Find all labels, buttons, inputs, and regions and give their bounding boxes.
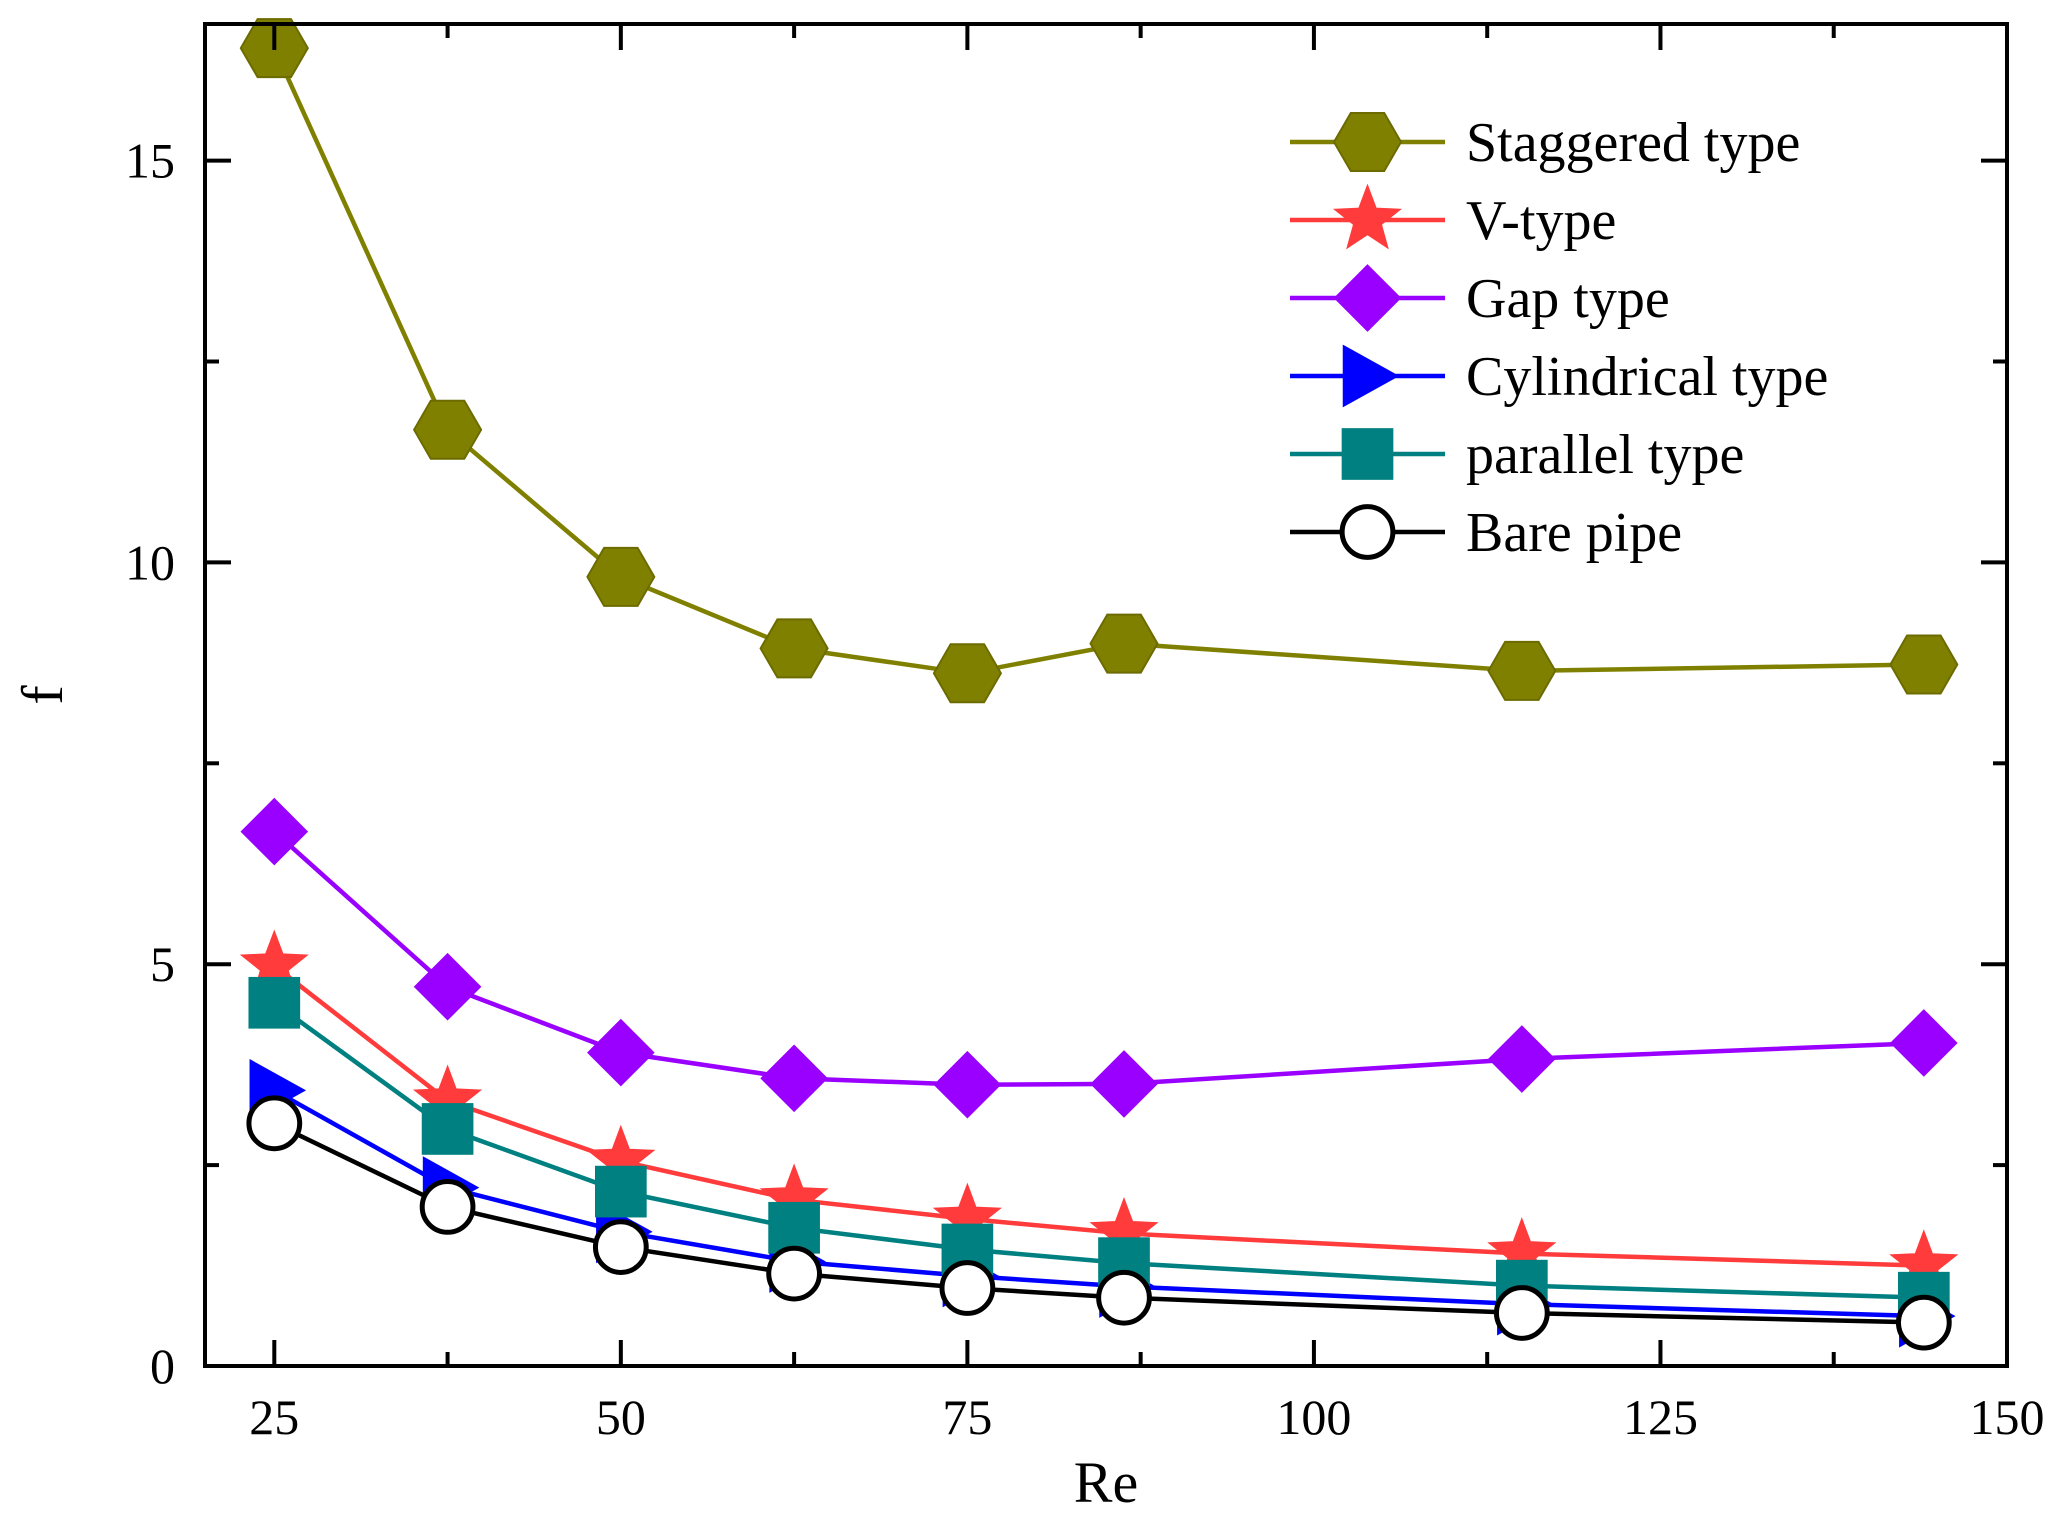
data-point-staggered-type (1089, 613, 1159, 674)
data-point-gap-type (933, 1050, 1002, 1119)
x-tick-label: 150 (1970, 1389, 2045, 1445)
legend-item-cylindrical-type: Cylindrical type (1290, 344, 1828, 408)
data-point-parallel-type (768, 1201, 820, 1254)
data-point-bare-pipe (419, 1179, 476, 1235)
data-point-staggered-type (932, 643, 1003, 704)
data-point-staggered-type (759, 618, 829, 679)
legend-item-bare-pipe: Bare pipe (1290, 502, 1682, 564)
x-tick-label: 75 (942, 1389, 992, 1445)
data-point-gap-type (240, 797, 309, 866)
legend-label: Gap type (1466, 268, 1670, 330)
data-point-gap-type (413, 952, 482, 1021)
series-parallel-type (248, 976, 1950, 1324)
data-point-bare-pipe (1895, 1294, 1952, 1351)
legend-label: V-type (1466, 190, 1616, 252)
legend-label: Cylindrical type (1466, 346, 1828, 408)
series-line-staggered-type (272, 47, 1924, 676)
data-point-parallel-type (248, 976, 301, 1029)
data-point-gap-type (1890, 1009, 1958, 1077)
legend-marker (1332, 183, 1403, 250)
legend: Staggered type V-type Gap type Cylindrical … (1290, 112, 1828, 564)
data-point-gap-type (587, 1018, 655, 1087)
series-v-type (239, 929, 1959, 1295)
y-tick-label: 5 (150, 936, 175, 992)
series-gap-type (240, 797, 1958, 1119)
y-tick-label: 0 (150, 1338, 175, 1394)
axes: 25 50 75 100 125 150 0 5 10 15 Re f (10, 22, 2045, 1513)
data-point-gap-type (1090, 1050, 1158, 1118)
legend-marker (1342, 344, 1400, 408)
y-axis-title: f (10, 685, 75, 705)
data-point-bare-pipe (246, 1095, 303, 1152)
data-point-bare-pipe (939, 1260, 996, 1316)
series-line-cylindrical-type (273, 1088, 1924, 1319)
data-point-bare-pipe (1096, 1269, 1152, 1326)
data-point-staggered-type (1487, 640, 1557, 701)
data-point-gap-type (760, 1044, 828, 1113)
series-bare-pipe (246, 1095, 1952, 1351)
legend-marker (1339, 504, 1396, 560)
data-point-bare-pipe (592, 1219, 649, 1275)
x-axis-title: Re (1074, 1450, 1138, 1513)
legend-marker (1341, 428, 1394, 480)
series-line-gap-type (272, 829, 1924, 1087)
x-tick-label: 25 (249, 1389, 299, 1445)
data-point-parallel-type (421, 1103, 474, 1155)
y-tick-label: 10 (125, 534, 175, 590)
legend-item-v-type: V-type (1290, 183, 1616, 252)
series-line-parallel-type (272, 1000, 1924, 1300)
data-point-bare-pipe (766, 1245, 822, 1302)
series-line-bare-pipe (273, 1121, 1924, 1325)
legend-marker (1333, 264, 1402, 332)
series-staggered-type (239, 18, 1959, 704)
x-tick-label: 50 (596, 1389, 646, 1445)
x-tick-label: 100 (1276, 1389, 1351, 1445)
data-point-staggered-type (412, 399, 483, 460)
legend-item-staggered-type: Staggered type (1290, 112, 1800, 174)
legend-item-gap-type: Gap type (1290, 264, 1670, 332)
plot-frame (203, 22, 2009, 1368)
plot-area (239, 18, 1959, 1351)
legend-item-parallel-type: parallel type (1290, 424, 1744, 486)
x-tick-label: 125 (1623, 1389, 1698, 1445)
legend-label: parallel type (1466, 424, 1744, 486)
legend-label: Staggered type (1466, 112, 1800, 174)
data-point-staggered-type (586, 546, 656, 607)
data-point-staggered-type (1889, 634, 1959, 695)
data-point-gap-type (1488, 1025, 1556, 1093)
series-line-v-type (272, 964, 1924, 1268)
data-point-bare-pipe (1493, 1285, 1550, 1341)
data-point-parallel-type (595, 1165, 647, 1218)
legend-label: Bare pipe (1466, 502, 1682, 564)
y-tick-label: 15 (125, 133, 175, 189)
legend-marker (1332, 112, 1403, 172)
